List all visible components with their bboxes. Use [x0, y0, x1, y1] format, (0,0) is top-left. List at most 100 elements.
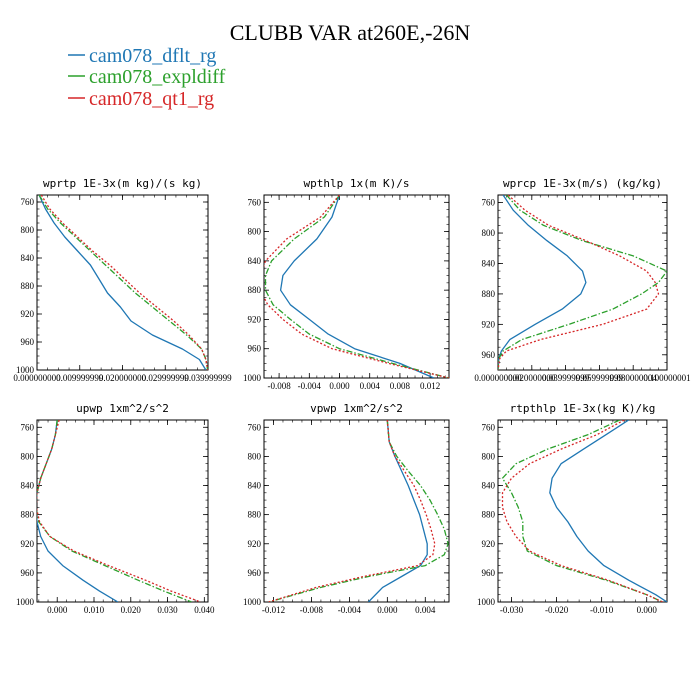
series-line-1: [549, 420, 667, 602]
series-group: [264, 195, 449, 378]
series-line-1: [498, 195, 587, 370]
y-tick-label: 840: [21, 481, 35, 491]
panel-title: wprcp 1E-3x(m/s) (kg/kg): [503, 177, 662, 190]
legend-label-qt1: cam078_qt1_rg: [89, 88, 214, 110]
y-tick-label: 920: [482, 319, 496, 329]
x-tick-label: 0.020000000: [508, 373, 556, 383]
x-tick-label: 0.039999999: [184, 373, 232, 383]
y-tick-label: 920: [21, 309, 35, 319]
series-line-2: [501, 420, 663, 602]
series-group: [37, 420, 201, 602]
x-tick-label: 0.000: [637, 605, 658, 615]
legend-label-dflt: cam078_dflt_rg: [89, 45, 216, 67]
panels: wprtp 1E-3x(m kg)/(s kg)0.0000000000.009…: [13, 177, 690, 615]
y-tick-label: 960: [21, 568, 35, 578]
x-tick-label: 0.012: [420, 381, 440, 391]
x-tick-label: 0.000: [377, 605, 398, 615]
x-tick-label: 0.030: [157, 605, 178, 615]
y-tick-label: 800: [21, 451, 35, 461]
y-tick-label: 800: [248, 227, 262, 237]
y-tick-label: 960: [248, 568, 262, 578]
y-tick-label: 760: [21, 197, 35, 207]
y-tick-label: 840: [482, 258, 496, 268]
x-tick-label: 0.000000000: [13, 373, 61, 383]
x-tick-label: 0.039999999: [542, 373, 590, 383]
y-tick-label: 920: [482, 539, 496, 549]
plot-frame: [263, 194, 450, 379]
series-group: [268, 420, 449, 602]
plot-frame: [36, 194, 209, 371]
y-tick-label: 760: [248, 197, 262, 207]
x-tick-label: 0.040: [194, 605, 215, 615]
series-line-2: [268, 420, 449, 602]
plot-frame: [36, 419, 209, 603]
y-tick-label: 760: [482, 422, 496, 432]
y-tick-label: 800: [21, 225, 35, 235]
y-tick-label: 920: [21, 539, 35, 549]
x-tick-label: 0.000000000: [474, 373, 522, 383]
series-line-3: [40, 195, 208, 370]
x-tick-label: 0.020000000: [99, 373, 147, 383]
series-line-3: [501, 420, 663, 602]
y-tick-label: 880: [482, 510, 496, 520]
y-tick-label: 800: [482, 451, 496, 461]
y-tick-label: 960: [482, 350, 496, 360]
x-tick-label: -0.004: [338, 605, 362, 615]
series-group: [498, 195, 667, 370]
x-tick-label: -0.010: [590, 605, 614, 615]
x-tick-label: -0.004: [298, 381, 322, 391]
figure-title: CLUBB VAR at260E,-26N: [230, 20, 471, 45]
panel-4: upwp 1xm^2/s^2 0.000 0.010 0.020 0.030 0.040 7…: [16, 402, 215, 615]
series-line-3: [268, 420, 436, 602]
y-tick-label: 960: [248, 344, 262, 354]
series-line-1: [279, 195, 435, 378]
series-group: [38, 195, 208, 370]
y-tick-label: 840: [21, 253, 35, 263]
y-tick-label: 880: [482, 289, 496, 299]
x-tick-label: 0.010: [84, 605, 105, 615]
panel-title: wpthlp 1x(m K)/s: [304, 177, 410, 190]
legend: cam078_dflt_rg cam078_expldiff cam078_qt…: [68, 45, 226, 110]
y-tick-label: 800: [482, 228, 496, 238]
x-tick-label: 0.009999999: [56, 373, 104, 383]
series-line-1: [37, 420, 119, 602]
x-tick-label: -0.008: [267, 381, 291, 391]
y-tick-label: 840: [482, 481, 496, 491]
x-tick-label: 0.100000001: [643, 373, 690, 383]
panel-title: rtpthlp 1E-3x(kg K)/kg: [510, 402, 656, 415]
y-tick-label: 1000: [16, 597, 35, 607]
series-line-3: [37, 420, 201, 602]
x-tick-label: 0.029999999: [142, 373, 190, 383]
panel-6: rtpthlp 1E-3x(kg K)/kg -0.030 -0.020 -0.010…: [477, 402, 668, 615]
y-tick-label: 880: [248, 510, 262, 520]
x-tick-label: 0.080000004: [610, 373, 658, 383]
x-tick-label: -0.012: [262, 605, 285, 615]
series-line-2: [498, 195, 667, 370]
x-tick-label: 0.004: [415, 605, 436, 615]
x-tick-label: 0.008: [390, 381, 411, 391]
panel-title: upwp 1xm^2/s^2: [76, 402, 169, 415]
y-tick-label: 1000: [243, 373, 262, 383]
y-tick-label: 1000: [477, 597, 496, 607]
y-tick-label: 960: [482, 568, 496, 578]
y-tick-label: 1000: [243, 597, 262, 607]
x-tick-label: 0.020: [121, 605, 142, 615]
y-tick-label: 760: [482, 198, 496, 208]
x-tick-label: 0.059999999: [576, 373, 624, 383]
panel-title: wprtp 1E-3x(m kg)/(s kg): [43, 177, 202, 190]
x-tick-label: -0.030: [500, 605, 524, 615]
panel-2: wpthlp 1x(m K)/s -0.008 -0.004 0.000 0.004 0.…: [243, 177, 450, 391]
x-tick-label: -0.008: [300, 605, 324, 615]
y-tick-label: 880: [21, 510, 35, 520]
y-tick-label: 920: [248, 539, 262, 549]
series-line-3: [498, 195, 660, 370]
series-group: [501, 420, 667, 602]
y-tick-label: 920: [248, 314, 262, 324]
panel-1: wprtp 1E-3x(m kg)/(s kg) 0.0000000000.009…: [13, 177, 232, 383]
plot-frame: [497, 419, 668, 603]
y-tick-label: 760: [21, 422, 35, 432]
x-tick-label: 0.004: [360, 381, 381, 391]
plot-frame: [263, 419, 450, 603]
series-line-2: [37, 420, 192, 602]
